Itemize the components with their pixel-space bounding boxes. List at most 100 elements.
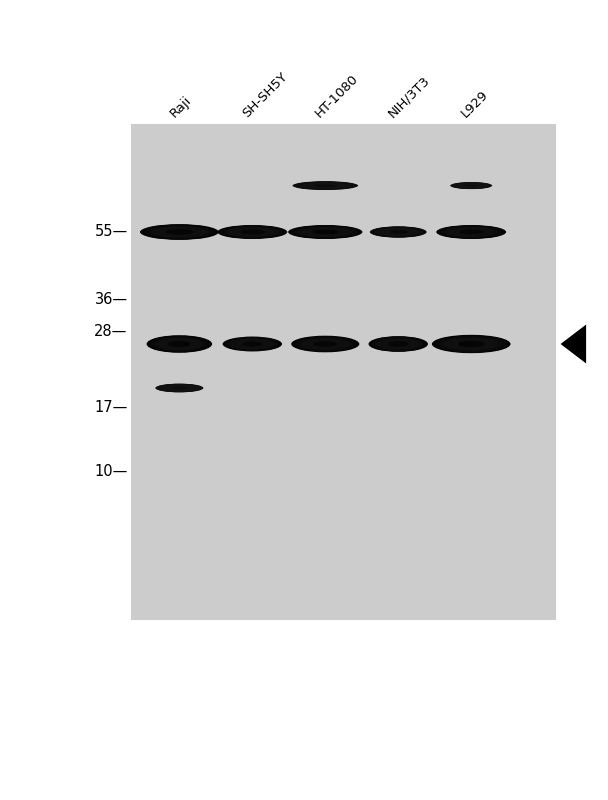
Ellipse shape [452, 182, 490, 189]
Ellipse shape [226, 227, 278, 237]
Ellipse shape [162, 385, 197, 391]
Ellipse shape [145, 225, 213, 239]
Ellipse shape [371, 226, 426, 238]
Ellipse shape [374, 338, 423, 350]
Ellipse shape [300, 182, 351, 189]
Text: HT-1080: HT-1080 [313, 72, 361, 120]
Ellipse shape [224, 337, 281, 351]
Ellipse shape [293, 226, 358, 238]
Ellipse shape [447, 227, 496, 237]
Ellipse shape [298, 182, 353, 190]
Ellipse shape [439, 337, 503, 351]
Text: 36—: 36— [95, 293, 128, 307]
Ellipse shape [140, 224, 219, 240]
Ellipse shape [296, 226, 354, 238]
Ellipse shape [373, 227, 423, 237]
Ellipse shape [148, 226, 210, 238]
Ellipse shape [464, 184, 478, 187]
Ellipse shape [240, 230, 264, 234]
Ellipse shape [291, 336, 359, 352]
Ellipse shape [444, 338, 499, 350]
Ellipse shape [150, 336, 209, 352]
Ellipse shape [159, 384, 199, 392]
Ellipse shape [456, 183, 486, 188]
Ellipse shape [303, 182, 348, 189]
Ellipse shape [220, 226, 284, 238]
Ellipse shape [292, 182, 358, 190]
Ellipse shape [298, 227, 353, 237]
Bar [131, 124, 556, 620]
Ellipse shape [459, 230, 483, 234]
Ellipse shape [148, 336, 211, 352]
Ellipse shape [376, 338, 420, 350]
Ellipse shape [168, 341, 191, 347]
Ellipse shape [295, 182, 355, 190]
Ellipse shape [291, 226, 359, 238]
Ellipse shape [440, 337, 502, 351]
Ellipse shape [171, 386, 188, 390]
Ellipse shape [230, 338, 274, 350]
Ellipse shape [143, 225, 215, 239]
Ellipse shape [439, 226, 503, 238]
Text: NIH/3T3: NIH/3T3 [386, 74, 433, 120]
Polygon shape [561, 325, 586, 363]
Ellipse shape [371, 337, 426, 351]
Text: 17—: 17— [94, 401, 128, 415]
Ellipse shape [142, 225, 217, 239]
Ellipse shape [375, 338, 421, 350]
Ellipse shape [232, 339, 273, 349]
Ellipse shape [295, 337, 355, 351]
Ellipse shape [445, 227, 497, 237]
Ellipse shape [222, 226, 283, 238]
Ellipse shape [442, 338, 500, 350]
Ellipse shape [299, 338, 352, 350]
Ellipse shape [226, 338, 278, 350]
Ellipse shape [161, 385, 198, 391]
Ellipse shape [155, 338, 204, 350]
Ellipse shape [376, 227, 421, 237]
Ellipse shape [372, 337, 424, 351]
Ellipse shape [438, 226, 505, 238]
Ellipse shape [242, 342, 263, 346]
Text: SH-SH5Y: SH-SH5Y [240, 70, 290, 120]
Ellipse shape [370, 337, 427, 351]
Ellipse shape [228, 338, 277, 350]
Ellipse shape [444, 226, 499, 238]
Ellipse shape [290, 226, 361, 238]
Ellipse shape [432, 335, 511, 353]
Text: 10—: 10— [94, 465, 128, 479]
Ellipse shape [314, 341, 337, 347]
Ellipse shape [389, 230, 408, 234]
Ellipse shape [156, 338, 202, 350]
Ellipse shape [437, 336, 505, 352]
Ellipse shape [297, 337, 353, 351]
Ellipse shape [368, 336, 428, 352]
Ellipse shape [224, 226, 281, 238]
Ellipse shape [147, 226, 212, 238]
Ellipse shape [151, 336, 208, 352]
Ellipse shape [219, 226, 286, 238]
Text: 55—: 55— [94, 225, 128, 239]
Ellipse shape [434, 335, 509, 353]
Ellipse shape [453, 182, 489, 189]
Ellipse shape [378, 338, 419, 350]
Ellipse shape [155, 384, 204, 392]
Ellipse shape [375, 227, 422, 237]
Ellipse shape [288, 225, 362, 239]
Ellipse shape [225, 338, 280, 350]
Ellipse shape [378, 228, 418, 236]
Ellipse shape [225, 226, 280, 238]
Ellipse shape [455, 183, 488, 188]
Ellipse shape [454, 182, 488, 189]
Ellipse shape [297, 182, 354, 190]
Ellipse shape [372, 227, 424, 237]
Ellipse shape [457, 341, 485, 347]
Ellipse shape [157, 384, 201, 392]
Text: Raji: Raji [167, 94, 193, 120]
Ellipse shape [150, 226, 209, 238]
Ellipse shape [229, 338, 275, 350]
Ellipse shape [313, 230, 338, 234]
Ellipse shape [302, 338, 349, 350]
Ellipse shape [292, 336, 358, 352]
Ellipse shape [437, 225, 506, 239]
